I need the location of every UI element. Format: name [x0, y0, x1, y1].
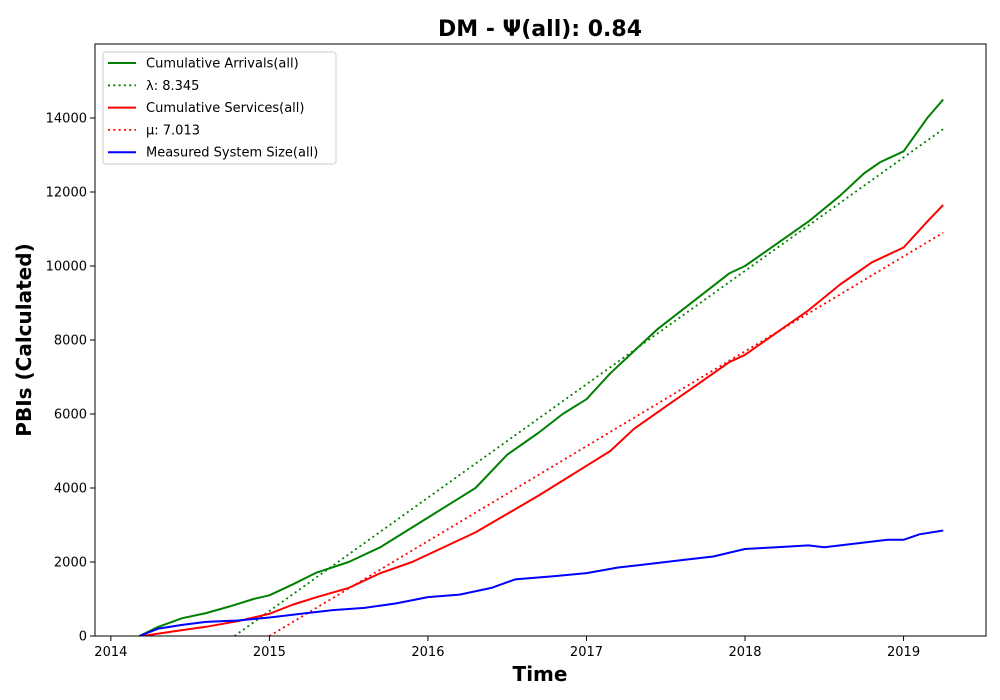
- legend-label: Measured System Size(all): [146, 146, 318, 161]
- x-tick-label: 2015: [253, 645, 286, 660]
- y-axis-label: PBIs (Calculated): [12, 243, 36, 436]
- legend-label: λ: 8.345: [146, 79, 199, 94]
- series-layer: [138, 98, 944, 636]
- series-line: [142, 204, 944, 636]
- x-axis: 2014 2015 2016 2017 2018 2019: [94, 636, 920, 660]
- chart-title: DM - Ψ(all): 0.84: [438, 17, 642, 42]
- y-tick-label: 8000: [54, 334, 87, 349]
- legend-label: Cumulative Services(all): [146, 101, 304, 116]
- y-tick-label: 12000: [46, 186, 87, 201]
- y-tick-label: 4000: [54, 482, 87, 497]
- series-line: [139, 529, 944, 636]
- y-tick-label: 0: [79, 630, 87, 645]
- x-axis-label: Time: [513, 662, 568, 686]
- legend: Cumulative Arrivals(all) λ: 8.345 Cumulati…: [102, 51, 337, 165]
- y-tick-label: 2000: [54, 556, 87, 571]
- x-tick-label: 2014: [94, 645, 127, 660]
- legend-label: μ: 7.013: [146, 123, 200, 138]
- x-tick-label: 2019: [887, 645, 920, 660]
- x-tick-label: 2018: [728, 645, 761, 660]
- legend-box: [102, 51, 337, 165]
- y-tick-label: 14000: [46, 112, 87, 127]
- series-line: [138, 98, 944, 636]
- y-tick-label: 6000: [54, 408, 87, 423]
- legend-label: Cumulative Arrivals(all): [146, 57, 299, 72]
- series-line: [268, 231, 944, 636]
- y-axis: 0 2000 4000 6000 8000 10000 12000 14000: [46, 112, 95, 645]
- x-tick-label: 2016: [411, 645, 444, 660]
- y-tick-label: 10000: [46, 260, 87, 275]
- x-tick-label: 2017: [570, 645, 603, 660]
- series-line: [233, 128, 944, 636]
